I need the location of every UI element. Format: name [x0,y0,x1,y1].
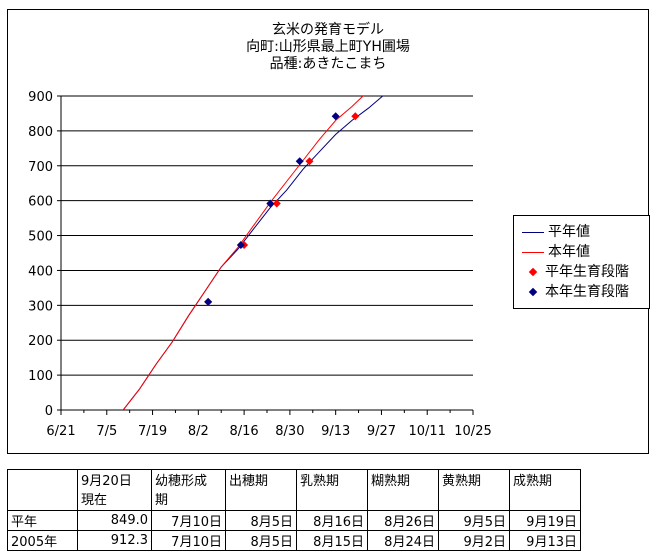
table-header-cell [7,469,78,511]
chart-title-line-2: 向町:山形県最上町YH圃場 [246,39,410,55]
y-tick-label: 300 [28,299,53,314]
series-marker [236,240,245,249]
legend-swatch-navy-diamond [528,287,538,297]
y-tick-label: 400 [28,264,53,279]
table-cell: 912.3 [77,530,152,551]
series-marker [295,157,304,166]
x-tick-label: 10/25 [454,424,491,439]
y-tick-label: 800 [28,125,53,140]
series-line [122,96,384,410]
table-row: 2005年 912.3 7月10日 8月5日 8月15日 8月24日 9月2日 … [7,530,581,551]
table-cell: 8月24日 [367,530,439,551]
table-header-cell: 幼穂形成 期 [151,469,226,511]
table-row: 平年 849.0 7月10日 8月5日 8月16日 8月26日 9月5日 9月1… [7,510,581,531]
legend-item-current-line: 本年値 [522,243,590,261]
table-cell: 8月15日 [296,530,368,551]
y-tick-label: 700 [28,160,53,175]
y-tick-label: 500 [28,230,53,245]
x-tick-label: 9/27 [367,424,396,439]
x-tick-label: 7/5 [96,424,117,439]
series-marker [351,112,360,121]
table-cell: 8月5日 [225,530,297,551]
table-cell: 9月13日 [509,530,581,551]
y-tick-label: 600 [28,195,53,210]
y-tick-label: 100 [28,369,53,384]
table-cell: 8月5日 [225,510,297,531]
series-marker [331,112,340,121]
chart-title-line-1: 玄米の発育モデル [272,22,384,38]
x-tick-label: 8/30 [275,424,304,439]
legend-swatch-red-diamond [528,267,538,277]
x-tick-label: 7/19 [138,424,167,439]
table-cell-label: 平年 [7,510,78,531]
legend-label: 平年値 [548,224,590,240]
table-header-cell: 糊熟期 [367,469,439,511]
chart-area: 玄米の発育モデル 向町:山形県最上町YH圃場 品種:あきたこまち 0 100 200… [7,9,650,454]
table-header-cell: 9月20日 現在 [77,469,152,511]
x-tick-label: 10/11 [408,424,445,439]
table-cell: 9月5日 [438,510,510,531]
legend-swatch-red-line [522,251,544,253]
series-marker [204,297,213,306]
y-tick-label: 0 [45,404,53,419]
series-marker [305,157,314,166]
plot-svg: 0 100 200 300 400 500 600 700 800 900 6/21 7/5 7/19 8… [28,90,492,439]
legend-item-normal-line: 平年値 [522,223,590,241]
table-cell: 8月16日 [296,510,368,531]
table-cell: 7月10日 [151,530,226,551]
series-line [122,96,364,410]
legend-label: 本年生育段階 [545,284,629,300]
legend: 平年値 本年値 平年生育段階 本年生育段階 [513,215,650,309]
y-tick-label: 200 [28,334,53,349]
y-tick-label: 900 [28,90,53,105]
chart-title-line-3: 品種:あきたこまち [269,56,387,72]
table-header-row: 9月20日 現在 幼穂形成 期 出穂期 乳熟期 糊熟期 黄熟期 成熟期 [7,469,581,511]
legend-swatch-navy-line [522,231,544,233]
series-marker [272,199,281,208]
x-tick-label: 8/2 [188,424,209,439]
stage-table: 9月20日 現在 幼穂形成 期 出穂期 乳熟期 糊熟期 黄熟期 成熟期 平年 8… [7,469,581,551]
series-marker [266,199,275,208]
legend-item-normal-stage: 平年生育段階 [522,263,629,281]
legend-item-current-stage: 本年生育段階 [522,283,629,301]
x-tick-label: 6/21 [46,424,75,439]
table-cell: 8月26日 [367,510,439,531]
table-cell: 9月19日 [509,510,581,531]
x-tick-label: 8/16 [230,424,259,439]
legend-label: 本年値 [548,244,590,260]
table-cell: 7月10日 [151,510,226,531]
table-cell-label: 2005年 [7,530,78,551]
table-cell: 9月2日 [438,530,510,551]
legend-label: 平年生育段階 [545,264,629,280]
table-cell: 849.0 [77,510,152,531]
table-header-cell: 乳熟期 [296,469,368,511]
table-header-cell: 出穂期 [225,469,297,511]
table-header-cell: 成熟期 [509,469,581,511]
table-header-cell: 黄熟期 [438,469,510,511]
x-tick-label: 9/13 [321,424,350,439]
